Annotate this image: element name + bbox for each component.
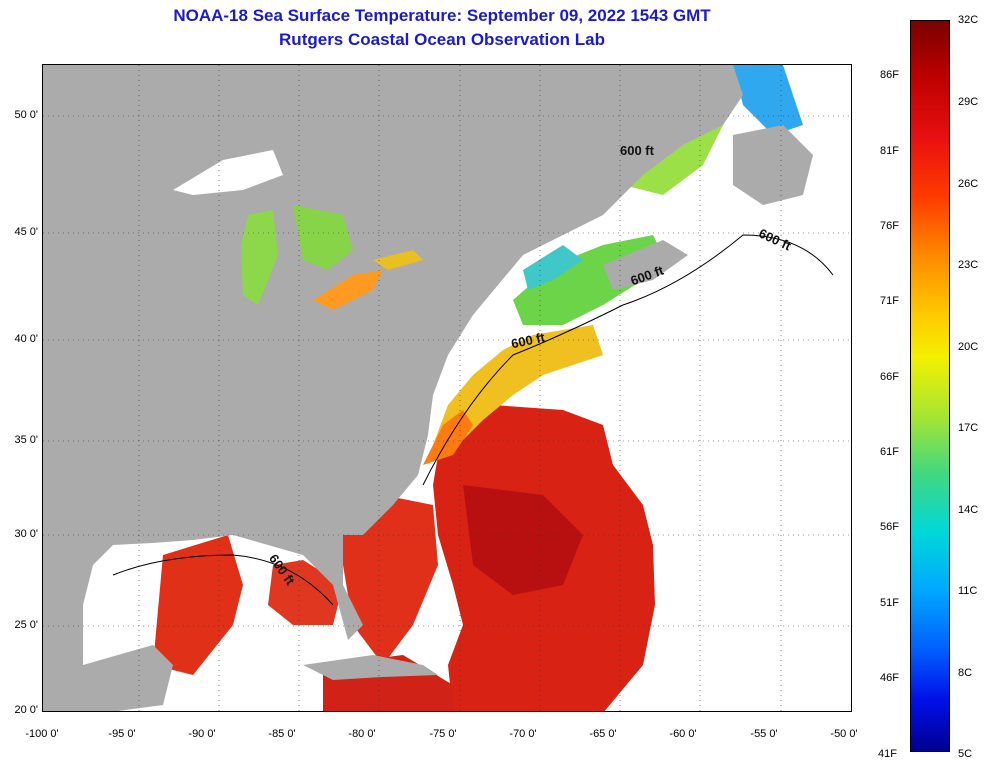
sst-gulfstream-orange [423,410,473,465]
land-cuba [303,655,438,680]
colorbar-celsius-label: 20C [958,341,979,353]
colorbar-celsius-label: 17C [958,422,979,434]
colorbar-celsius-label: 29C [958,96,979,108]
lat-tick-label: 25 0' [14,619,38,631]
lon-tick-label: -50 0' [830,728,858,740]
lon-tick-label: -55 0' [750,728,778,740]
lon-tick-label: -95 0' [108,728,136,740]
lake-ontario [373,250,423,270]
colorbar-fahrenheit-label: 61F [880,446,899,458]
colorbar-fahrenheit-label: 76F [880,220,899,232]
lat-tick-label: 35 0' [14,434,38,446]
colorbar-fahrenheit-label: 81F [880,145,899,157]
land-north-america [43,65,743,711]
lon-tick-label: -65 0' [589,728,617,740]
lon-tick-label: -70 0' [509,728,537,740]
isobath-label: 600 ft [620,143,654,158]
lake-superior [173,150,283,195]
colorbar-fahrenheit-label: 66F [880,371,899,383]
lon-tick-label: -75 0' [429,728,457,740]
lat-tick-label: 30 0' [14,528,38,540]
lat-tick-label: 45 0' [14,226,38,238]
lake-huron [293,205,353,270]
colorbar-fahrenheit-label: 86F [880,69,899,81]
sst-map [42,64,852,712]
lake-michigan [241,210,278,305]
sst-atlantic-edge [343,495,438,665]
lon-tick-label: -60 0' [669,728,697,740]
colorbar-celsius-label: 26C [958,178,979,190]
colorbar-fahrenheit-label: 41F [878,748,897,760]
lon-tick-label: -90 0' [188,728,216,740]
lon-tick-label: -80 0' [348,728,376,740]
lat-tick-label: 50 0' [14,109,38,121]
map-subtitle: Rutgers Coastal Ocean Observation Lab [279,30,605,49]
sst-gulf-west [153,535,243,675]
colorbar-celsius-label: 5C [958,748,973,760]
lon-tick-label: -85 0' [268,728,296,740]
colorbar-fahrenheit-label: 56F [880,521,899,533]
lat-tick-label: 20 0' [14,704,38,716]
land-newfoundland [733,125,813,205]
lake-erie [313,270,383,310]
temperature-colorbar [910,20,950,752]
sst-coastal-band [433,325,603,450]
isobath-600ft [112,234,834,606]
sst-map-canvas [43,65,851,711]
sst-cool-cyan [523,245,583,290]
colorbar-celsius-label: 23C [958,259,979,271]
map-title: NOAA-18 Sea Surface Temperature: Septemb… [173,6,711,25]
colorbar-celsius-label: 14C [958,504,979,516]
sst-labrador-blue [733,65,803,135]
land-nova-scotia [603,240,688,290]
colorbar-fahrenheit-label: 46F [880,672,899,684]
land-yucatan [83,645,173,711]
colorbar-celsius-label: 32C [958,14,979,26]
colorbar-celsius-label: 8C [958,667,973,679]
sst-atlantic-hot [463,485,583,595]
colorbar-fahrenheit-label: 71F [880,295,899,307]
lon-tick-label: -100 0' [25,728,59,740]
lat-tick-label: 40 0' [14,333,38,345]
colorbar-fahrenheit-label: 51F [880,597,899,609]
graticule [43,65,851,711]
colorbar-celsius-label: 11C [958,585,978,597]
